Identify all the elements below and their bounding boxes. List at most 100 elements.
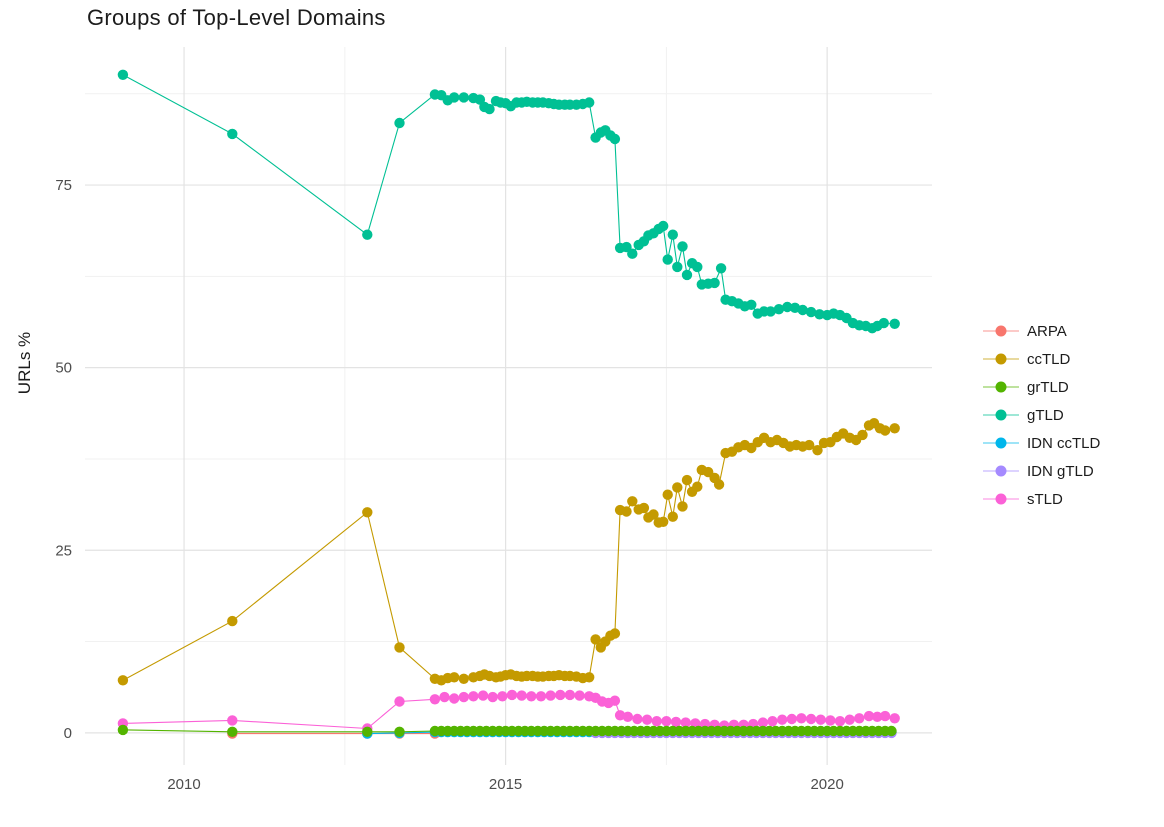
data-point-stld	[777, 714, 788, 725]
legend-item-arpa: ARPA	[982, 321, 1100, 341]
data-point-gtld	[584, 97, 595, 108]
legend-item-gtld: gTLD	[982, 405, 1100, 425]
data-point-gtld	[658, 220, 669, 232]
legend-label-idn-cctld: IDN ccTLD	[1027, 434, 1101, 452]
data-point-stld	[545, 690, 556, 701]
legend-item-grtld: grTLD	[982, 377, 1100, 397]
data-point-stld	[394, 696, 405, 707]
chart-title: Groups of Top-Level Domains	[87, 5, 386, 30]
data-point-stld	[458, 691, 469, 703]
x-tick-label: 2015	[489, 776, 522, 793]
data-point-gtld	[797, 304, 808, 316]
data-point-cctld	[692, 481, 703, 492]
data-point-cctld	[662, 489, 673, 500]
data-point-gtld	[662, 254, 673, 265]
data-point-stld	[767, 716, 778, 727]
legend-item-idn-gtld: IDN gTLD	[982, 461, 1100, 481]
y-tick-label: 0	[64, 725, 72, 742]
series-points-gtld	[117, 69, 900, 334]
legend-label-cctld: ccTLD	[1027, 350, 1071, 368]
data-point-stld	[468, 691, 479, 702]
data-point-cctld	[658, 516, 669, 527]
legend-key-dot	[995, 409, 1007, 421]
legend-label-stld: sTLD	[1027, 490, 1063, 508]
data-point-stld	[670, 716, 682, 728]
data-point-cctld	[609, 628, 621, 639]
data-point-grtld	[117, 724, 129, 736]
data-point-stld	[889, 713, 900, 724]
data-point-gtld	[814, 309, 825, 320]
data-point-stld	[825, 715, 836, 726]
legend-item-stld: sTLD	[982, 489, 1100, 509]
legend-item-idn-cctld: IDN ccTLD	[982, 433, 1100, 453]
legend-label-gtld: gTLD	[1027, 406, 1064, 424]
data-point-stld	[516, 690, 527, 701]
data-point-gtld	[889, 318, 900, 329]
data-point-stld	[757, 717, 769, 728]
data-point-gtld	[484, 103, 495, 115]
data-point-stld	[834, 716, 846, 727]
legend-key-cctld	[983, 353, 1019, 365]
data-point-cctld	[677, 501, 688, 512]
y-tick-label: 50	[55, 360, 72, 377]
data-point-stld	[805, 713, 817, 725]
data-point-stld	[614, 710, 626, 721]
legend-key-dot	[995, 493, 1007, 505]
data-point-cctld	[590, 634, 601, 645]
data-point-gtld	[609, 133, 621, 145]
data-point-stld	[555, 689, 566, 701]
series-points-cctld	[117, 418, 900, 686]
data-point-cctld	[584, 672, 595, 683]
data-point-cctld	[713, 479, 725, 490]
data-point-stld	[815, 714, 826, 725]
data-point-stld	[439, 691, 450, 703]
data-point-stld	[844, 714, 855, 725]
data-point-cctld	[667, 511, 678, 522]
data-point-cctld	[621, 506, 632, 517]
data-point-cctld	[681, 474, 693, 486]
data-point-cctld	[394, 642, 405, 653]
data-point-gtld	[449, 92, 460, 103]
data-point-stld	[872, 711, 883, 722]
y-tick-label: 25	[55, 542, 72, 559]
series-points-stld	[117, 689, 900, 734]
data-point-gtld	[765, 306, 776, 317]
data-point-stld	[786, 713, 797, 725]
data-point-cctld	[857, 429, 868, 441]
legend-key-arpa	[983, 325, 1019, 337]
legend-key-idn-cctld	[983, 437, 1019, 449]
data-point-gtld	[458, 92, 469, 103]
data-point-gtld	[692, 261, 703, 273]
data-point-cctld	[812, 445, 823, 456]
data-point-cctld	[889, 423, 900, 434]
data-point-gtld	[709, 277, 720, 289]
data-point-stld	[506, 689, 518, 701]
data-point-cctld	[449, 672, 460, 683]
data-point-grtld	[227, 726, 238, 737]
data-point-gtld	[878, 317, 889, 329]
data-point-cctld	[362, 507, 373, 518]
data-point-gtld	[677, 241, 688, 252]
data-point-stld	[487, 691, 498, 703]
data-point-stld	[564, 689, 576, 701]
data-point-cctld	[672, 482, 683, 493]
data-point-stld	[227, 715, 238, 726]
data-point-stld	[477, 690, 489, 701]
series-points-grtld	[117, 724, 897, 737]
data-point-stld	[661, 716, 672, 727]
data-point-grtld	[394, 726, 405, 737]
data-point-stld	[609, 695, 621, 706]
data-point-cctld	[804, 439, 815, 451]
data-point-gtld	[627, 248, 638, 259]
data-point-stld	[497, 691, 508, 702]
data-point-stld	[526, 691, 537, 702]
data-point-stld	[854, 713, 865, 724]
data-point-stld	[632, 713, 643, 725]
data-point-stld	[641, 714, 653, 725]
y-tick-label: 75	[55, 177, 72, 194]
data-point-grtld	[886, 725, 897, 737]
legend-item-cctld: ccTLD	[982, 349, 1100, 369]
data-point-cctld	[227, 615, 238, 627]
